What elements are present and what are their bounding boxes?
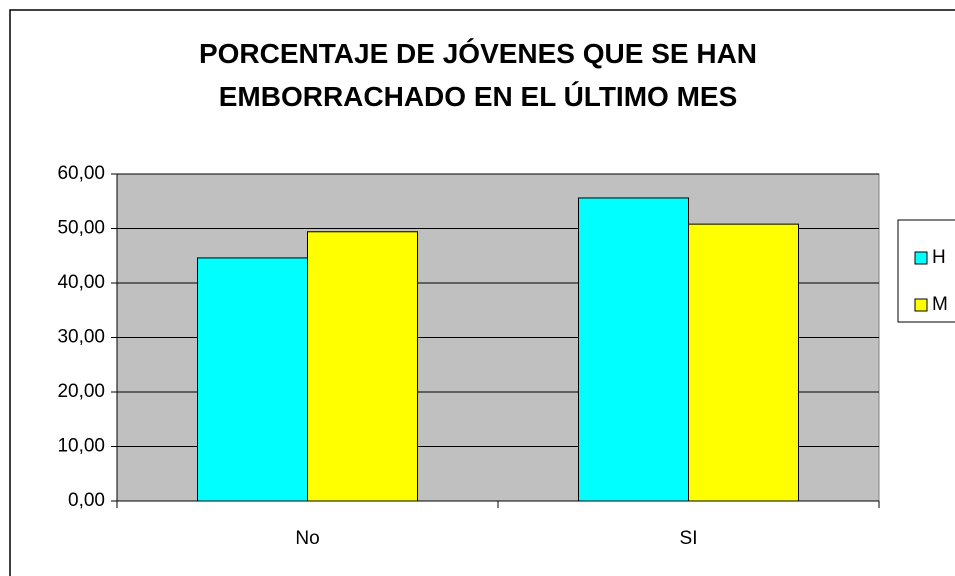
bar (307, 231, 418, 502)
bar (688, 223, 799, 502)
bar (197, 257, 308, 502)
y-tick-label: 20,00 (57, 381, 105, 402)
legend-swatch (914, 251, 928, 265)
y-tick-label: 0,00 (68, 490, 105, 511)
legend-label: H (932, 247, 946, 268)
y-tick-label: 60,00 (57, 163, 105, 184)
y-tick-label: 10,00 (57, 436, 105, 457)
x-tick-label: No (295, 528, 319, 549)
x-tick-label: SI (680, 528, 698, 549)
chart-title: PORCENTAJE DE JÓVENES QUE SE HAN EMBORRA… (198, 38, 758, 112)
y-tick-label: 40,00 (57, 272, 105, 293)
legend-swatch (914, 298, 928, 312)
legend-label: M (932, 294, 948, 315)
y-tick-label: 30,00 (57, 327, 105, 348)
bar (578, 197, 689, 502)
y-tick-label: 50,00 (57, 218, 105, 239)
